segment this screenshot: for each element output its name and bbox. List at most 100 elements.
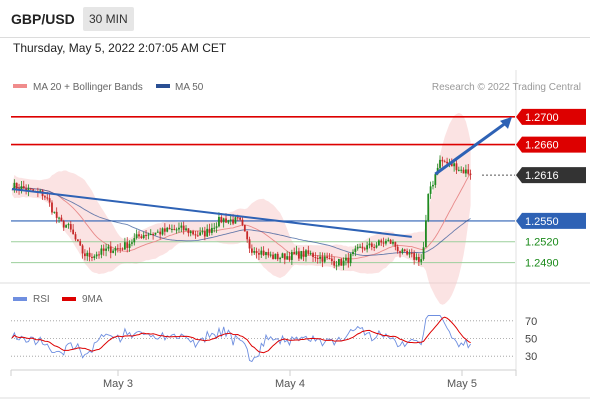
candle-body bbox=[88, 252, 91, 257]
candle-body bbox=[460, 169, 463, 171]
candles-layer bbox=[13, 155, 472, 271]
candle-body bbox=[316, 258, 319, 260]
candle-body bbox=[154, 232, 157, 235]
candle-body bbox=[422, 247, 425, 260]
candle-body bbox=[434, 174, 437, 185]
candle-body bbox=[455, 163, 458, 171]
ma20-legend-label: MA 20 + Bollinger Bands bbox=[33, 82, 143, 93]
candle-body bbox=[168, 227, 171, 230]
rsi-level-label: 50 bbox=[525, 334, 537, 346]
candle-body bbox=[39, 190, 42, 192]
candle-body bbox=[413, 253, 416, 260]
timeframe-button[interactable]: 30 MIN bbox=[83, 7, 134, 31]
candle-body bbox=[241, 219, 244, 225]
candle-body bbox=[248, 239, 251, 249]
candle-body bbox=[295, 251, 298, 255]
candle-body bbox=[147, 234, 150, 236]
candle-body bbox=[72, 229, 75, 235]
candle-body bbox=[279, 257, 282, 260]
candle-body bbox=[84, 253, 86, 257]
candle-body bbox=[368, 243, 371, 246]
candle-body bbox=[222, 218, 225, 223]
candle-body bbox=[192, 231, 194, 235]
candle-body bbox=[156, 231, 159, 233]
candle-body bbox=[46, 197, 49, 199]
candle-body bbox=[417, 256, 420, 262]
candle-body bbox=[352, 251, 354, 255]
candle-body bbox=[457, 169, 460, 171]
price-label-box bbox=[516, 136, 586, 153]
candle-body bbox=[453, 163, 456, 167]
candle-body bbox=[187, 228, 190, 234]
candle-body bbox=[215, 226, 218, 228]
candle-body bbox=[300, 251, 303, 259]
candle-body bbox=[366, 245, 369, 250]
candle-body bbox=[98, 254, 100, 256]
candle-body bbox=[93, 256, 96, 259]
rsi-ma-line bbox=[11, 316, 471, 354]
candle-body bbox=[27, 188, 30, 192]
candle-body bbox=[229, 219, 232, 221]
price-label-text: 1.2660 bbox=[525, 140, 559, 152]
candle-body bbox=[149, 233, 152, 235]
candle-body bbox=[51, 202, 53, 213]
price-label-support: 1.2490 bbox=[525, 258, 559, 270]
candle-body bbox=[392, 242, 394, 244]
candle-body bbox=[420, 259, 423, 262]
candle-body bbox=[441, 159, 444, 162]
candle-body bbox=[265, 252, 267, 256]
ma50-legend-label: MA 50 bbox=[175, 82, 204, 93]
candle-body bbox=[432, 184, 434, 187]
candle-body bbox=[312, 253, 314, 258]
candle-body bbox=[380, 240, 383, 243]
candle-body bbox=[105, 248, 107, 251]
candle-body bbox=[443, 161, 446, 163]
candle-body bbox=[363, 248, 366, 250]
price-label-text: 1.2700 bbox=[525, 112, 559, 124]
candle-body bbox=[79, 241, 82, 246]
candle-body bbox=[401, 249, 404, 253]
candle-body bbox=[377, 240, 380, 246]
candle-body bbox=[95, 254, 98, 257]
candle-body bbox=[272, 254, 274, 259]
candle-body bbox=[342, 260, 345, 266]
candle-body bbox=[227, 220, 230, 223]
candle-body bbox=[307, 250, 310, 254]
candle-body bbox=[323, 256, 326, 262]
ma50-legend-swatch bbox=[156, 84, 170, 88]
candle-body bbox=[410, 252, 413, 254]
candle-body bbox=[175, 229, 178, 231]
candle-body bbox=[163, 228, 166, 232]
candle-body bbox=[298, 251, 300, 259]
candle-body bbox=[269, 254, 272, 256]
candle-body bbox=[283, 253, 286, 260]
x-axis-label: May 5 bbox=[447, 378, 477, 390]
candle-body bbox=[260, 250, 263, 255]
rsi-level-label: 30 bbox=[525, 351, 537, 363]
candle-body bbox=[213, 227, 216, 229]
source-credit: Research © 2022 Trading Central bbox=[432, 82, 581, 93]
candle-body bbox=[91, 256, 93, 259]
candle-body bbox=[102, 248, 105, 251]
price-label-box bbox=[516, 108, 586, 125]
candle-body bbox=[133, 238, 136, 243]
rsi-line bbox=[11, 315, 471, 363]
candle-body bbox=[210, 227, 213, 233]
candle-body bbox=[446, 161, 448, 164]
candle-body bbox=[340, 258, 343, 266]
candle-body bbox=[180, 225, 183, 228]
candle-body bbox=[293, 252, 296, 255]
candle-body bbox=[62, 220, 65, 228]
candle-body bbox=[81, 245, 84, 254]
x-axis-label: May 4 bbox=[275, 378, 305, 390]
price-label-box bbox=[516, 212, 586, 229]
candle-body bbox=[326, 256, 329, 258]
candle-body bbox=[427, 193, 430, 221]
candle-body bbox=[258, 253, 260, 255]
candle-body bbox=[76, 239, 79, 242]
header-divider bbox=[0, 37, 590, 38]
candle-body bbox=[131, 242, 133, 244]
candle-body bbox=[152, 233, 155, 235]
price-label-support: 1.2520 bbox=[525, 237, 559, 249]
moving-averages-layer bbox=[11, 173, 471, 260]
